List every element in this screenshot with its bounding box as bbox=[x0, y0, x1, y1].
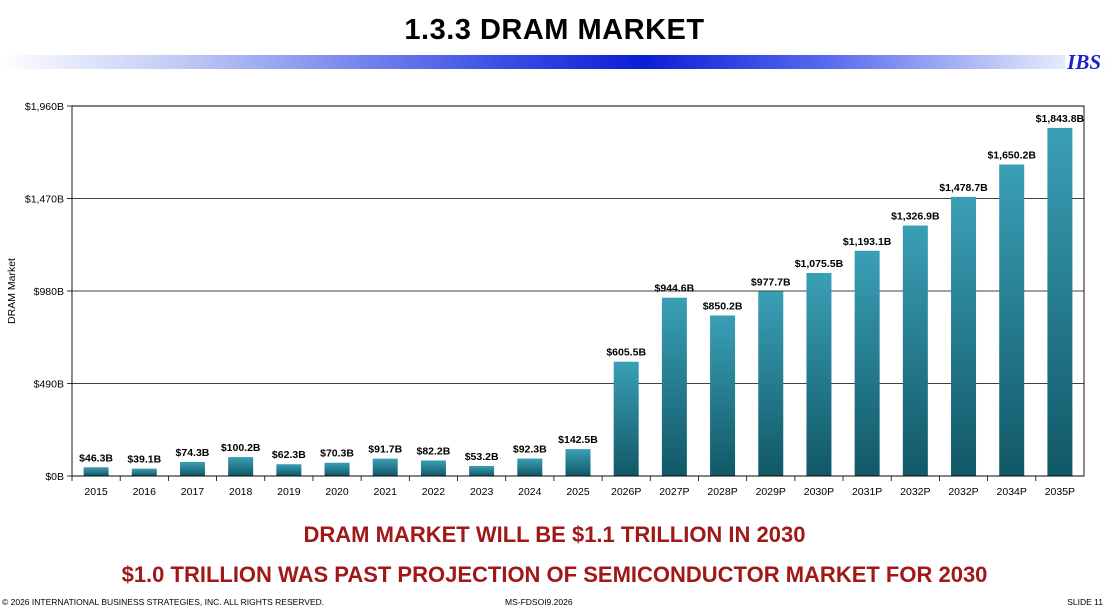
y-tick-label: $980B bbox=[34, 286, 64, 298]
bar-2026p bbox=[613, 361, 639, 476]
bar-2021 bbox=[372, 458, 398, 476]
bar-2034p bbox=[999, 164, 1025, 476]
data-label: $53.2B bbox=[465, 451, 499, 463]
bar-2032p bbox=[902, 225, 928, 476]
data-label: $39.1B bbox=[127, 454, 161, 466]
bar-2028p bbox=[710, 315, 736, 476]
x-tick-label: 2018 bbox=[229, 486, 253, 498]
bar-2020 bbox=[324, 462, 350, 476]
x-tick-label: 2028P bbox=[707, 486, 737, 498]
x-tick-label: 2032P bbox=[948, 486, 978, 498]
x-tick-label: 2019 bbox=[277, 486, 301, 498]
x-tick-label: 2025 bbox=[566, 486, 590, 498]
y-tick-label: $1,470B bbox=[25, 194, 64, 206]
bar-2027p bbox=[661, 297, 687, 476]
data-label: $1,650.2B bbox=[987, 149, 1036, 161]
bar-2024 bbox=[517, 458, 543, 476]
data-label: $1,193.1B bbox=[843, 236, 892, 248]
x-tick-label: 2022 bbox=[422, 486, 446, 498]
x-tick-label: 2029P bbox=[756, 486, 786, 498]
bar-2018 bbox=[228, 457, 254, 476]
data-label: $62.3B bbox=[272, 449, 306, 461]
x-tick-label: 2030P bbox=[804, 486, 834, 498]
x-tick-label: 2035P bbox=[1045, 486, 1075, 498]
bar-2022 bbox=[420, 460, 446, 476]
y-axis-label: DRAM Market bbox=[6, 258, 18, 324]
x-tick-label: 2034P bbox=[997, 486, 1027, 498]
data-label: $91.7B bbox=[368, 444, 402, 456]
footer-slide-number: SLIDE 11 bbox=[1067, 597, 1103, 607]
y-tick-label: $1,960B bbox=[25, 101, 64, 113]
chart-bars bbox=[83, 127, 1073, 476]
headline-dram-trillion: DRAM MARKET WILL BE $1.1 TRILLION IN 203… bbox=[303, 522, 806, 547]
bar-2029p bbox=[758, 291, 784, 476]
x-tick-label: 2015 bbox=[84, 486, 108, 498]
data-label: $142.5B bbox=[558, 434, 598, 446]
bar-2017 bbox=[179, 461, 205, 476]
dram-market-bar-chart: $46.3B $39.1B $74.3B $100.2B $62.3B $70.3B $91… bbox=[6, 101, 1085, 498]
bar-2015 bbox=[83, 467, 109, 476]
data-label: $850.2B bbox=[703, 301, 743, 313]
bar-2016 bbox=[131, 468, 157, 476]
data-label: $46.3B bbox=[79, 452, 113, 464]
x-tick-label: 2020 bbox=[325, 486, 349, 498]
data-label: $1,326.9B bbox=[891, 211, 940, 223]
bar-2019 bbox=[276, 464, 302, 476]
data-label: $605.5B bbox=[606, 347, 646, 359]
bar-2023 bbox=[469, 465, 495, 476]
x-tick-label: 2016 bbox=[133, 486, 157, 498]
x-tick-label: 2024 bbox=[518, 486, 542, 498]
data-label: $944.6B bbox=[655, 283, 695, 295]
x-tick-label: 2026P bbox=[611, 486, 641, 498]
page-title: 1.3.3 DRAM MARKET bbox=[404, 14, 705, 46]
headline-past-projection: $1.0 TRILLION WAS PAST PROJECTION OF SEM… bbox=[121, 562, 988, 587]
x-tick-label: 2023 bbox=[470, 486, 494, 498]
footer-copyright: © 2026 INTERNATIONAL BUSINESS STRATEGIES… bbox=[2, 597, 325, 607]
data-label: $74.3B bbox=[176, 447, 210, 459]
data-label: $1,075.5B bbox=[795, 258, 844, 270]
x-tick-label: 2027P bbox=[659, 486, 689, 498]
data-label: $70.3B bbox=[320, 448, 354, 460]
x-tick-label: 2021 bbox=[374, 486, 398, 498]
ibs-logo: IBS bbox=[1065, 50, 1103, 75]
y-tick-label: $490B bbox=[34, 379, 64, 391]
x-tick-label: 2017 bbox=[181, 486, 205, 498]
bar-2035p bbox=[1047, 127, 1073, 476]
data-label: $82.2B bbox=[416, 445, 450, 457]
y-tick-label: $0B bbox=[45, 471, 64, 483]
footer-doc-id: MS-FDSOI9.2026 bbox=[505, 597, 573, 607]
x-tick-label: 2031P bbox=[852, 486, 882, 498]
chart-axes: $0B $490B $980B $1,470B $1,960B 2015 2016 2017 2… bbox=[25, 101, 1085, 498]
plot-frame bbox=[71, 105, 1085, 477]
data-label: $1,843.8B bbox=[1036, 113, 1085, 125]
bar-2031p bbox=[854, 250, 880, 476]
bar-2025 bbox=[565, 449, 591, 476]
data-label: $100.2B bbox=[221, 442, 261, 454]
chart-gridlines bbox=[72, 105, 1084, 477]
chart-data-labels: $46.3B $39.1B $74.3B $100.2B $62.3B $70.3B $91… bbox=[79, 113, 1084, 466]
title-gradient-bar bbox=[0, 55, 1109, 69]
bar-2032p bbox=[951, 196, 977, 476]
data-label: $1,478.7B bbox=[939, 182, 988, 194]
x-tick-label: 2032P bbox=[900, 486, 930, 498]
bar-2030p bbox=[806, 272, 832, 476]
data-label: $977.7B bbox=[751, 276, 791, 288]
data-label: $92.3B bbox=[513, 444, 547, 456]
